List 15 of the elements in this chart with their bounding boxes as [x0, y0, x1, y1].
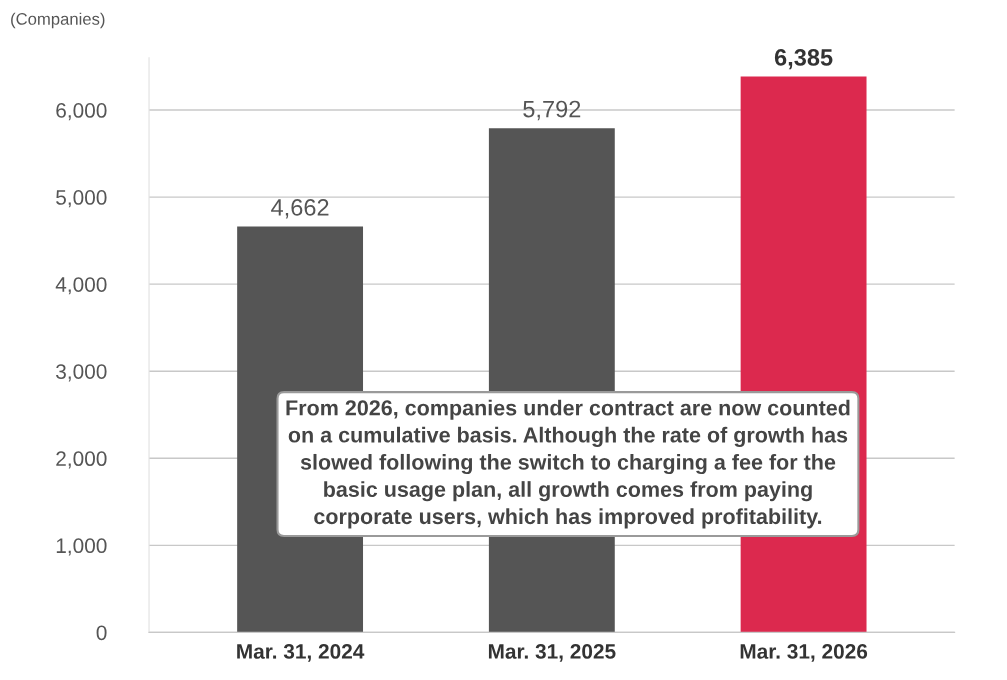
data-label: 6,385	[774, 49, 833, 70]
y-tick-label: 0	[96, 625, 107, 641]
data-label: 5,792	[523, 100, 581, 121]
x-tick-label: Mar. 31, 2025	[488, 644, 616, 662]
y-tick-label: 5,000	[56, 190, 107, 208]
y-tick-label: 3,000	[56, 364, 107, 382]
x-tick-label: Mar. 31, 2024	[237, 644, 365, 662]
y-tick-label: 4,000	[55, 277, 107, 295]
y-tick-label: 6,000	[56, 103, 107, 121]
y-tick-label: 2,000	[56, 451, 107, 469]
x-tick-label: Mar. 31, 2026	[740, 644, 868, 662]
y-tick-label: 1,000	[56, 538, 107, 556]
y-axis-title: (Companies)	[11, 12, 105, 29]
data-label: 4,662	[271, 199, 329, 219]
annotation: From 2026, companies under contract are now counted on a cumulative basis. Although the rate of growth has slowed following the switch to charging a fee for the basic usage plan, all growth comes from paying corporate users, which has improved profitability.	[286, 399, 850, 529]
